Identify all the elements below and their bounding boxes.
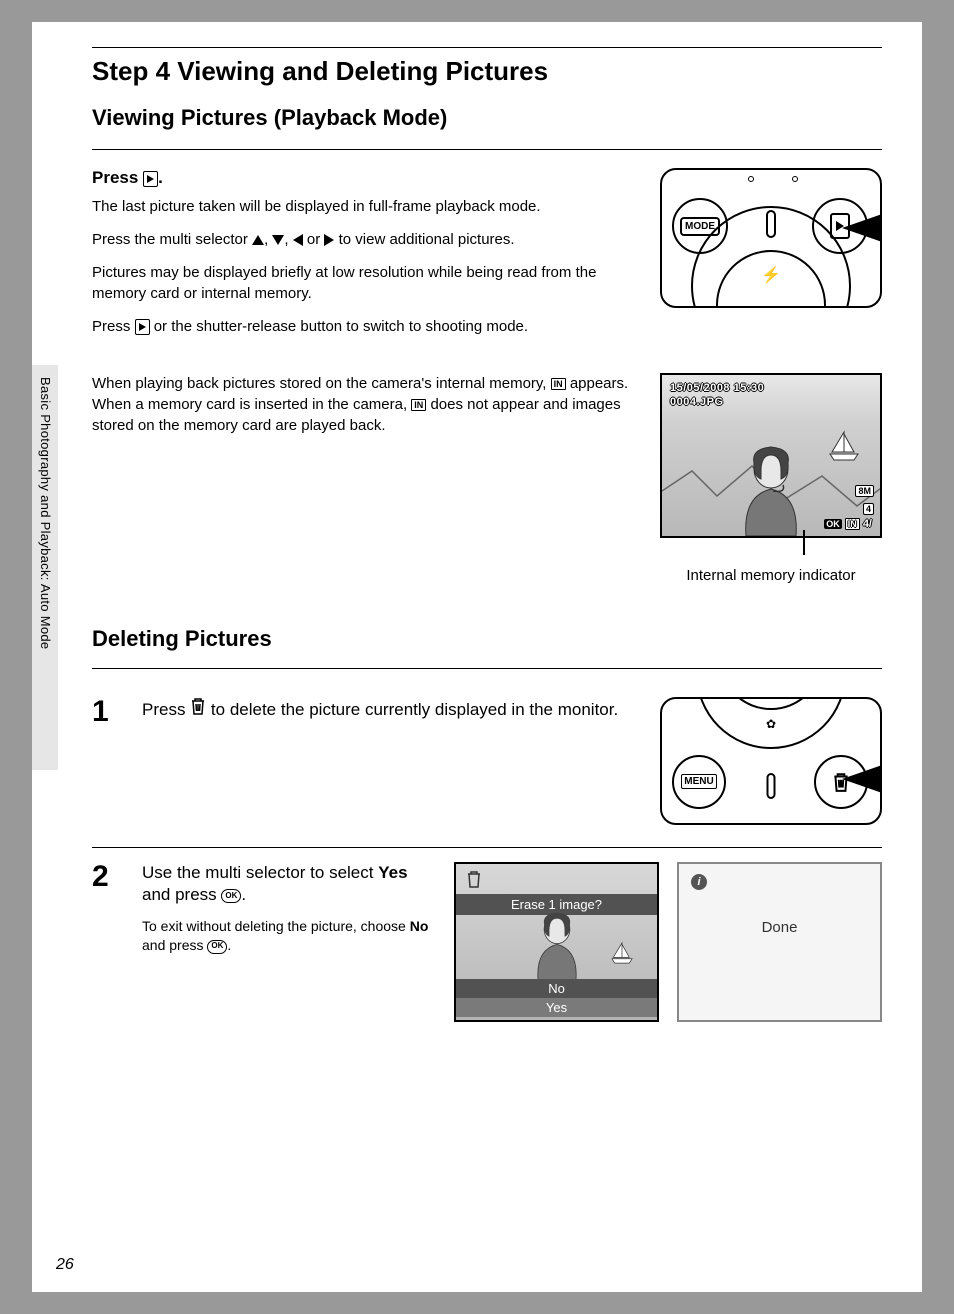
content-area: Viewing Pictures (Playback Mode) Press .… bbox=[92, 105, 882, 1044]
step-1-lead: Press to delete the picture currently di… bbox=[142, 697, 642, 722]
person-icon bbox=[526, 908, 588, 980]
done-dialog: i Done bbox=[677, 862, 882, 1022]
para-last-picture: The last picture taken will be displayed… bbox=[92, 196, 640, 217]
trash-icon bbox=[466, 870, 482, 891]
done-text: Done bbox=[679, 919, 880, 936]
down-icon bbox=[272, 235, 284, 245]
size-badge: 8M bbox=[855, 485, 874, 497]
viewing-text-column: Press . The last picture taken will be d… bbox=[92, 168, 640, 349]
page-number: 26 bbox=[56, 1256, 74, 1274]
erase-option-no: No bbox=[456, 979, 657, 998]
dialog-previews: Erase 1 image? No Yes i bbox=[454, 862, 882, 1022]
sailboat-icon bbox=[826, 430, 862, 462]
led-icon bbox=[792, 176, 798, 182]
camera-back-diagram-1: MODE ⚡ bbox=[660, 168, 882, 308]
viewing-row: Press . The last picture taken will be d… bbox=[92, 168, 882, 349]
para-internal-memory: When playing back pictures stored on the… bbox=[92, 373, 640, 436]
lcd-preview: 15/05/2008 15:30 0004.JPG bbox=[660, 373, 882, 538]
section-heading-viewing: Viewing Pictures (Playback Mode) bbox=[92, 105, 882, 150]
step-1-text: Press to delete the picture currently di… bbox=[142, 697, 642, 732]
internal-memory-row: When playing back pictures stored on the… bbox=[92, 373, 882, 586]
step-number: 1 bbox=[92, 697, 124, 825]
lcd-caption: Internal memory indicator bbox=[660, 566, 882, 586]
info-icon: i bbox=[691, 874, 707, 890]
step-2: 2 Use the multi selector to select Yes a… bbox=[92, 848, 882, 1044]
callout-line bbox=[803, 530, 805, 555]
para-multi-selector: Press the multi selector , , or to view … bbox=[92, 229, 640, 250]
osd-date-file: 15/05/2008 15:30 0004.JPG bbox=[670, 381, 764, 410]
menu-button-icon: MENU bbox=[672, 755, 726, 809]
osd-bottom-row: OK IN 4/ bbox=[824, 518, 872, 530]
playback-icon bbox=[135, 319, 150, 335]
step-2-lead: Use the multi selector to select Yes and… bbox=[142, 862, 436, 908]
section-heading-deleting: Deleting Pictures bbox=[92, 626, 882, 669]
ok-icon: OK bbox=[207, 940, 227, 954]
up-icon bbox=[252, 235, 264, 245]
internal-memory-text: When playing back pictures stored on the… bbox=[92, 373, 640, 448]
press-arrow-icon bbox=[842, 214, 882, 242]
step-number: 2 bbox=[92, 862, 124, 1022]
count-badge: 4 bbox=[863, 503, 874, 515]
flash-icon: ⚡ bbox=[761, 265, 781, 285]
playback-icon bbox=[143, 171, 158, 187]
trash-icon bbox=[190, 700, 211, 719]
person-icon bbox=[731, 441, 811, 536]
left-icon bbox=[293, 234, 303, 246]
internal-memory-icon: IN bbox=[411, 399, 426, 411]
slot-icon bbox=[767, 773, 776, 799]
lcd-column: 15/05/2008 15:30 0004.JPG bbox=[660, 373, 882, 586]
press-play-heading: Press . bbox=[92, 168, 640, 188]
title-rule: Step 4 Viewing and Deleting Pictures bbox=[92, 47, 882, 87]
press-label: Press bbox=[92, 168, 138, 187]
led-icon bbox=[748, 176, 754, 182]
internal-memory-icon: IN bbox=[845, 518, 860, 530]
step-2-sub: To exit without deleting the picture, ch… bbox=[142, 917, 436, 955]
side-tab-label: Basic Photography and Playback: Auto Mod… bbox=[38, 377, 53, 649]
para-shutter: Press or the shutter-release button to s… bbox=[92, 316, 640, 337]
step-2-text: Use the multi selector to select Yes and… bbox=[142, 862, 436, 956]
sailboat-icon bbox=[609, 941, 635, 965]
manual-page: Basic Photography and Playback: Auto Mod… bbox=[32, 22, 922, 1292]
internal-memory-icon: IN bbox=[551, 378, 566, 390]
para-low-res: Pictures may be displayed briefly at low… bbox=[92, 262, 640, 304]
step-1: 1 Press to delete the picture currently … bbox=[92, 683, 882, 848]
camera-back-diagram-2: ✿ MENU bbox=[660, 697, 882, 825]
macro-icon: ✿ bbox=[766, 717, 776, 731]
erase-option-yes: Yes bbox=[456, 998, 657, 1017]
page-title: Step 4 Viewing and Deleting Pictures bbox=[92, 56, 882, 87]
erase-dialog: Erase 1 image? No Yes bbox=[454, 862, 659, 1022]
ok-icon: OK bbox=[221, 889, 241, 903]
right-icon bbox=[324, 234, 334, 246]
press-arrow-icon bbox=[842, 765, 882, 793]
